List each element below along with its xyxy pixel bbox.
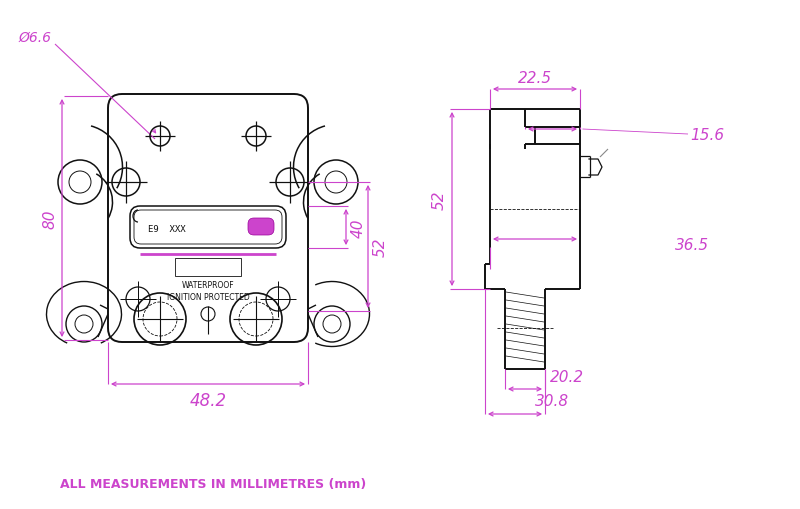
Text: Ø6.6: Ø6.6 — [18, 31, 51, 45]
FancyBboxPatch shape — [248, 218, 274, 236]
Text: 48.2: 48.2 — [190, 391, 226, 409]
Text: 40: 40 — [350, 218, 366, 237]
Text: IGNITION PROTECTED: IGNITION PROTECTED — [166, 293, 250, 302]
Text: ALL MEASUREMENTS IN MILLIMETRES (mm): ALL MEASUREMENTS IN MILLIMETRES (mm) — [60, 477, 366, 491]
Bar — [175, 259, 241, 276]
Text: 52: 52 — [431, 190, 446, 209]
Text: 52: 52 — [373, 237, 387, 257]
FancyBboxPatch shape — [130, 207, 286, 248]
Text: 22.5: 22.5 — [518, 70, 552, 86]
Text: 36.5: 36.5 — [675, 237, 709, 252]
Text: 15.6: 15.6 — [690, 127, 724, 142]
Text: 30.8: 30.8 — [535, 393, 569, 408]
FancyBboxPatch shape — [134, 211, 282, 244]
Text: E9  XXX: E9 XXX — [148, 225, 186, 234]
FancyBboxPatch shape — [108, 95, 308, 343]
Text: 80: 80 — [42, 209, 58, 229]
Text: WATERPROOF: WATERPROOF — [182, 280, 234, 289]
Text: 20.2: 20.2 — [550, 370, 584, 385]
